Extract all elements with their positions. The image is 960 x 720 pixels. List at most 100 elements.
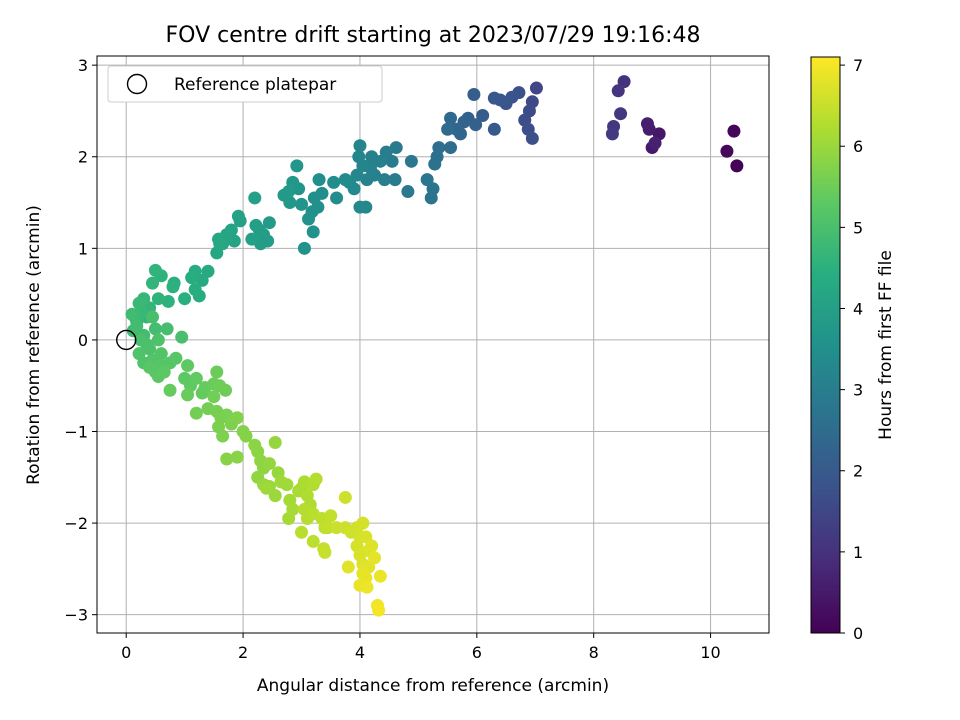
data-point xyxy=(307,191,321,205)
data-point xyxy=(148,263,162,277)
data-point xyxy=(324,509,338,523)
data-point xyxy=(306,534,320,548)
data-point xyxy=(132,296,146,310)
y-axis-label: Rotation from reference (arcmin) xyxy=(24,205,44,485)
data-point xyxy=(181,388,195,402)
data-point xyxy=(143,342,157,356)
x-axis-ticks: 0 2 4 6 8 10 xyxy=(121,633,721,662)
data-point xyxy=(277,188,291,202)
data-point xyxy=(338,173,352,187)
data-point xyxy=(306,225,320,239)
y-tick-label: −2 xyxy=(64,514,88,533)
data-point xyxy=(611,84,625,98)
data-point xyxy=(181,359,195,373)
x-tick-label: 0 xyxy=(121,643,131,662)
data-point xyxy=(377,173,391,187)
data-point xyxy=(312,173,326,187)
data-point xyxy=(444,141,458,155)
data-point xyxy=(330,191,344,205)
colorbar-tick-label: 7 xyxy=(853,56,863,75)
data-point xyxy=(487,91,501,105)
data-point xyxy=(161,294,175,308)
data-point xyxy=(368,551,382,565)
data-point xyxy=(420,173,434,187)
data-point xyxy=(360,580,374,594)
data-point xyxy=(353,139,367,153)
data-point xyxy=(189,371,203,385)
data-point xyxy=(148,322,162,336)
data-point xyxy=(372,603,386,617)
data-point xyxy=(529,81,543,95)
colorbar-tick-label: 6 xyxy=(853,137,863,156)
x-tick-label: 10 xyxy=(700,643,720,662)
data-point xyxy=(297,241,311,255)
chart-title: FOV centre drift starting at 2023/07/29 … xyxy=(166,23,701,48)
data-point xyxy=(245,232,259,246)
data-point xyxy=(338,490,352,504)
data-point xyxy=(175,330,189,344)
colorbar-tick-label: 4 xyxy=(853,299,863,318)
data-point xyxy=(195,273,209,287)
data-point xyxy=(146,310,160,324)
data-point xyxy=(268,489,282,503)
data-point xyxy=(189,406,203,420)
data-point xyxy=(239,429,253,443)
data-point xyxy=(185,271,199,285)
data-point xyxy=(428,157,442,171)
data-point xyxy=(210,365,224,379)
x-tick-label: 8 xyxy=(589,643,599,662)
y-tick-label: 1 xyxy=(78,239,88,258)
data-point xyxy=(143,360,157,374)
data-point xyxy=(525,131,539,145)
data-point xyxy=(262,216,276,230)
data-point xyxy=(188,283,202,297)
data-point xyxy=(166,280,180,294)
data-point xyxy=(467,87,481,101)
data-point xyxy=(318,545,332,559)
data-point xyxy=(389,141,403,155)
data-point xyxy=(286,502,300,516)
data-point xyxy=(157,365,171,379)
y-tick-label: −1 xyxy=(64,423,88,442)
data-point xyxy=(444,111,458,125)
data-point xyxy=(605,127,619,141)
data-point xyxy=(476,109,490,123)
data-point xyxy=(125,307,139,321)
data-point xyxy=(220,452,234,466)
data-point xyxy=(230,450,244,464)
data-point xyxy=(309,472,323,486)
data-point xyxy=(441,122,455,136)
data-point xyxy=(360,173,374,187)
data-point xyxy=(401,185,415,199)
grid-lines xyxy=(97,56,769,633)
data-point xyxy=(231,209,245,223)
data-point xyxy=(280,478,294,492)
x-tick-label: 4 xyxy=(355,643,365,662)
colorbar-tick-label: 2 xyxy=(853,462,863,481)
data-point xyxy=(730,159,744,173)
y-tick-label: −3 xyxy=(64,606,88,625)
legend-marker-icon xyxy=(126,73,148,95)
data-point xyxy=(352,150,366,164)
data-point xyxy=(262,457,276,471)
data-point xyxy=(365,539,379,553)
data-point xyxy=(213,237,227,251)
data-point xyxy=(720,144,734,158)
data-point xyxy=(302,212,316,226)
data-point xyxy=(163,383,177,397)
data-point xyxy=(295,197,309,211)
data-point xyxy=(249,218,263,232)
legend: Reference platepar xyxy=(107,65,383,103)
data-point xyxy=(290,159,304,173)
data-point xyxy=(341,560,355,574)
data-point xyxy=(295,525,309,539)
data-point xyxy=(356,516,370,530)
data-point xyxy=(353,200,367,214)
reference-platepar-marker xyxy=(116,329,137,351)
y-tick-label: 2 xyxy=(78,148,88,167)
colorbar-gradient xyxy=(810,56,841,634)
y-tick-label: 3 xyxy=(78,56,88,75)
colorbar-ticks: 0 1 2 3 4 5 6 7 xyxy=(840,56,863,643)
data-point xyxy=(388,173,402,187)
y-tick-label: 0 xyxy=(78,331,88,350)
